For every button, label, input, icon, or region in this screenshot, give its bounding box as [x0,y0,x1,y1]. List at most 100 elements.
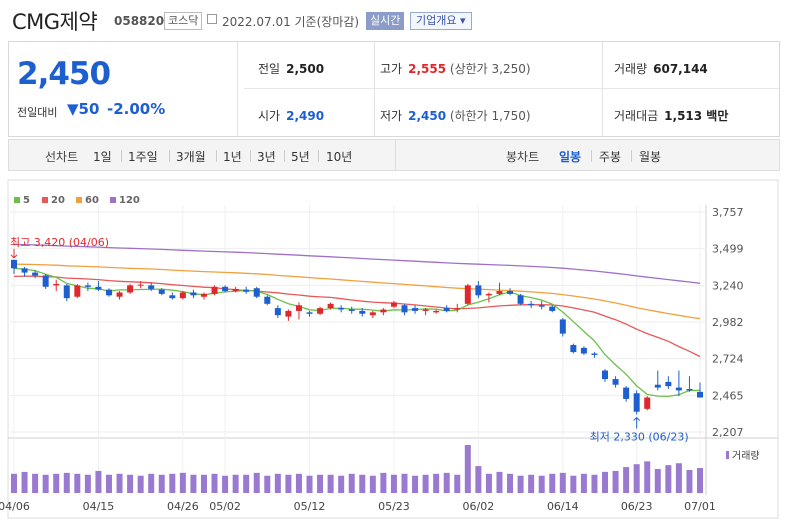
candle [369,310,376,319]
tab-1w[interactable]: 1주일 [128,150,158,164]
candle-body [116,292,123,297]
prev-close-value: 2,500 [286,62,325,76]
prev-close-label: 전일 [258,62,281,76]
separator [318,150,319,162]
divider [602,42,603,136]
volume-bar [105,474,112,493]
candle [359,308,366,317]
separator [591,150,592,162]
tab-daily[interactable]: 일봉 [559,150,582,164]
candle-body [53,283,60,286]
candle-body [369,312,376,316]
live-badge[interactable]: 실시간 [366,12,405,30]
volume-legend-swatch [726,451,729,459]
volume-bar [443,472,450,493]
volume-bar [137,475,144,493]
candle-body [665,381,672,387]
separator [284,150,285,162]
candle-body [74,285,81,297]
volume-bar [380,472,387,493]
candle [633,390,640,415]
candle [686,376,693,392]
min-price-label: 최저 2,330 (06/23) [590,431,689,444]
candle [507,288,514,296]
x-tick-label: 07/01 [684,500,716,513]
candle-body [528,303,535,306]
candle [169,292,176,300]
stock-code: 058820 [114,14,165,28]
candle-body [570,344,577,353]
company-info-button[interactable]: 기업개요 ▾ [410,12,472,30]
candle [390,300,397,309]
volume-bar [95,470,102,493]
volume-bar [538,475,545,493]
high-label: 고가 [380,62,403,76]
candle-body [317,308,324,314]
tab-divider [395,140,396,170]
volume-bar [401,473,408,493]
tab-5y[interactable]: 5년 [291,150,310,164]
candle [570,343,577,354]
low-label: 저가 [380,109,403,123]
volume-bar [317,474,324,493]
tab-1d[interactable]: 1일 [93,150,112,164]
candle [612,376,619,388]
prev-close-cell: 전일 2,500 [258,60,324,77]
volume-bar [454,474,461,493]
min-arrow-icon [633,416,641,429]
candle [348,306,355,314]
separator [216,150,217,162]
calendar-icon [207,14,217,24]
candle-body [485,293,492,296]
y-tick-label: 2,982 [712,316,744,329]
candle-body [602,370,609,380]
volume-bar [697,468,703,493]
candle [190,289,197,299]
volume-bar [21,471,28,493]
volume-bar [359,474,366,493]
tab-monthly[interactable]: 월봉 [639,150,662,164]
candle [665,376,672,389]
separator [250,150,251,162]
legend-label: 20 [51,195,65,206]
candle-body [401,305,408,313]
candle-body [179,292,186,299]
volume-bar [179,472,186,493]
x-tick-label: 04/15 [83,500,115,513]
tab-1y[interactable]: 1년 [223,150,242,164]
volume-legend-label: 거래량 [732,450,760,462]
stock-header: CMG제약 058820 코스닥 2022.07.01 기준(장마감) 실시간 … [0,0,788,40]
candle-body [338,308,345,310]
volume-bar [485,473,492,493]
volume-bar [63,472,70,493]
volume-bar [53,473,60,493]
max-price-label: 최고 3,420 (04/06) [10,236,109,249]
candle [549,305,556,313]
candle [528,300,535,309]
tab-3m[interactable]: 3개월 [176,150,206,164]
tab-3y[interactable]: 3년 [257,150,276,164]
tab-weekly[interactable]: 주봉 [599,150,622,164]
x-tick-label: 06/23 [621,500,653,513]
volume-bar [507,473,514,493]
candle [127,283,134,294]
ma60-line [13,263,701,320]
legend-ma60: 60 [76,195,99,206]
candle [654,370,661,391]
candle-body [496,291,503,294]
tab-10y[interactable]: 10년 [326,150,353,164]
x-tick-label: 04/26 [167,500,199,513]
chart-frame [7,179,779,519]
volume-bar [222,475,229,493]
volume-bar [211,473,218,493]
candle-body [412,308,419,311]
volume-bar [602,471,609,493]
candle-body [211,286,218,294]
volume-bar [433,473,440,493]
candle [95,281,102,292]
candle-body [190,292,197,296]
candle [274,305,281,319]
y-tick-label: 3,757 [712,206,744,219]
volume-bar [623,467,630,493]
